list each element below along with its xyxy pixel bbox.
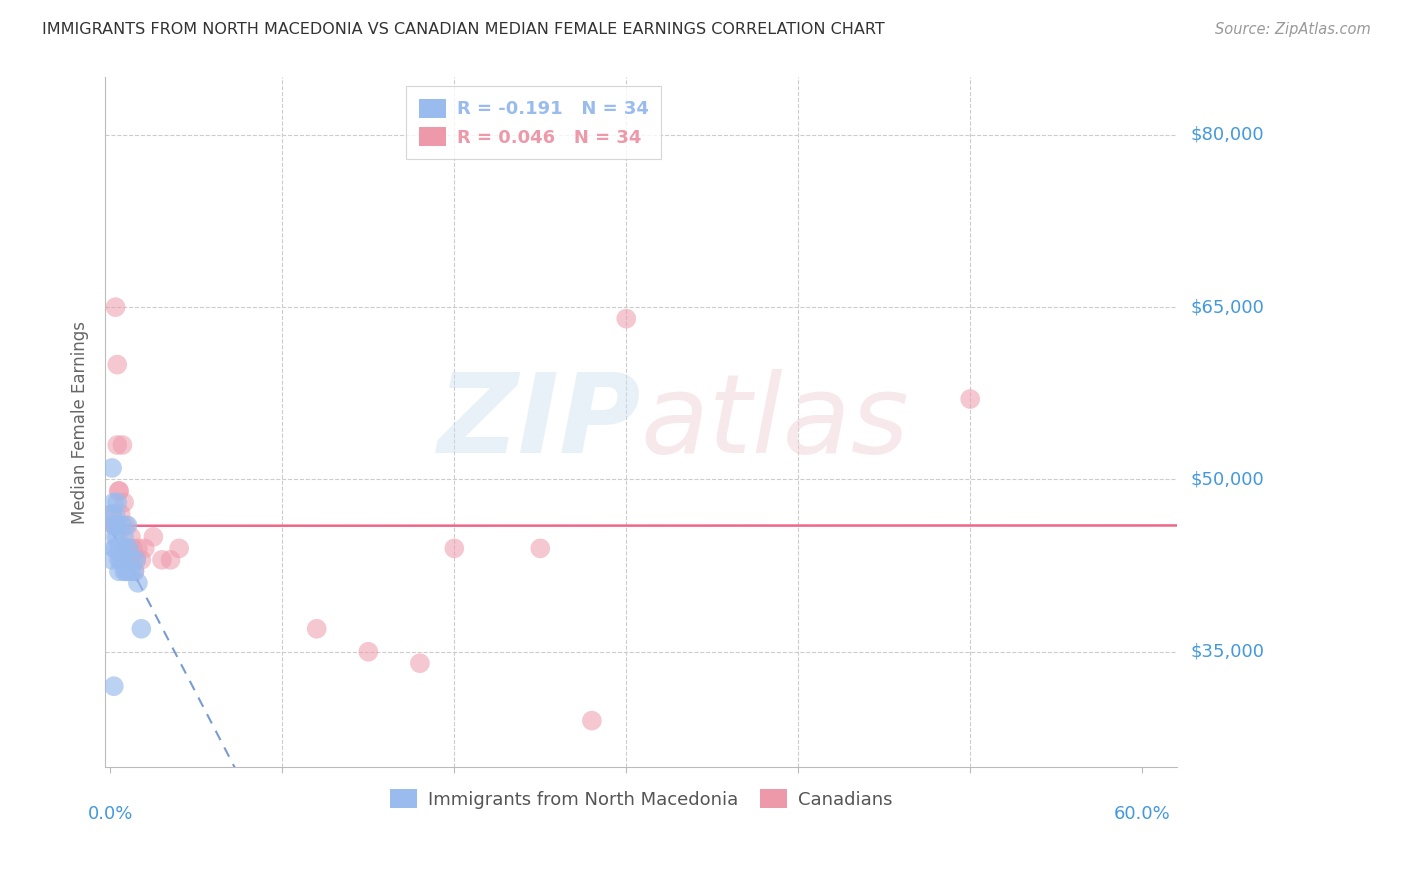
Text: IMMIGRANTS FROM NORTH MACEDONIA VS CANADIAN MEDIAN FEMALE EARNINGS CORRELATION C: IMMIGRANTS FROM NORTH MACEDONIA VS CANAD… [42, 22, 884, 37]
Point [443, 541, 465, 556]
Point [108, 483, 131, 498]
Point [117, 565, 139, 579]
Point [120, 530, 142, 544]
Point [167, 541, 190, 556]
Point [111, 553, 134, 567]
Point [101, 461, 124, 475]
Point [115, 541, 138, 556]
Point [110, 541, 132, 556]
Text: ZIP: ZIP [437, 368, 641, 475]
Point [305, 622, 328, 636]
Point [103, 518, 125, 533]
Point [529, 541, 551, 556]
Point [115, 518, 138, 533]
Point [103, 518, 125, 533]
Point [131, 622, 153, 636]
Text: $35,000: $35,000 [1191, 643, 1264, 661]
Point [127, 541, 149, 556]
Point [108, 541, 131, 556]
Point [101, 507, 124, 521]
Point [581, 714, 603, 728]
Point [104, 507, 127, 521]
Point [150, 553, 173, 567]
Point [104, 530, 127, 544]
Point [103, 495, 125, 509]
Point [105, 358, 128, 372]
Point [124, 565, 146, 579]
Legend: Immigrants from North Macedonia, Canadians: Immigrants from North Macedonia, Canadia… [380, 779, 903, 820]
Point [134, 541, 156, 556]
Text: 60.0%: 60.0% [1114, 805, 1171, 823]
Point [112, 530, 135, 544]
Point [124, 565, 146, 579]
Point [357, 645, 380, 659]
Text: Source: ZipAtlas.com: Source: ZipAtlas.com [1215, 22, 1371, 37]
Point [159, 553, 181, 567]
Point [105, 495, 128, 509]
Point [112, 565, 135, 579]
Point [118, 541, 141, 556]
Point [131, 553, 153, 567]
Point [125, 553, 148, 567]
Text: $65,000: $65,000 [1191, 298, 1264, 316]
Point [104, 518, 127, 533]
Point [103, 679, 125, 693]
Point [105, 518, 128, 533]
Point [115, 565, 138, 579]
Point [111, 438, 134, 452]
Y-axis label: Median Female Earnings: Median Female Earnings [72, 320, 89, 524]
Point [105, 530, 128, 544]
Point [614, 311, 637, 326]
Point [127, 575, 149, 590]
Text: $50,000: $50,000 [1191, 470, 1264, 489]
Point [108, 553, 131, 567]
Point [125, 553, 148, 567]
Point [110, 553, 132, 567]
Point [142, 530, 165, 544]
Point [101, 553, 124, 567]
Text: 0.0%: 0.0% [87, 805, 134, 823]
Text: atlas: atlas [641, 368, 910, 475]
Point [409, 657, 432, 671]
Point [110, 507, 132, 521]
Point [101, 507, 124, 521]
Point [117, 518, 139, 533]
Point [117, 541, 139, 556]
Point [104, 541, 127, 556]
Point [121, 553, 143, 567]
Point [112, 553, 135, 567]
Point [118, 553, 141, 567]
Point [111, 518, 134, 533]
Point [959, 392, 981, 406]
Point [112, 495, 135, 509]
Point [120, 565, 142, 579]
Point [121, 541, 143, 556]
Point [104, 300, 127, 314]
Point [105, 438, 128, 452]
Point [108, 565, 131, 579]
Point [103, 541, 125, 556]
Point [104, 518, 127, 533]
Text: $80,000: $80,000 [1191, 126, 1264, 144]
Point [108, 483, 131, 498]
